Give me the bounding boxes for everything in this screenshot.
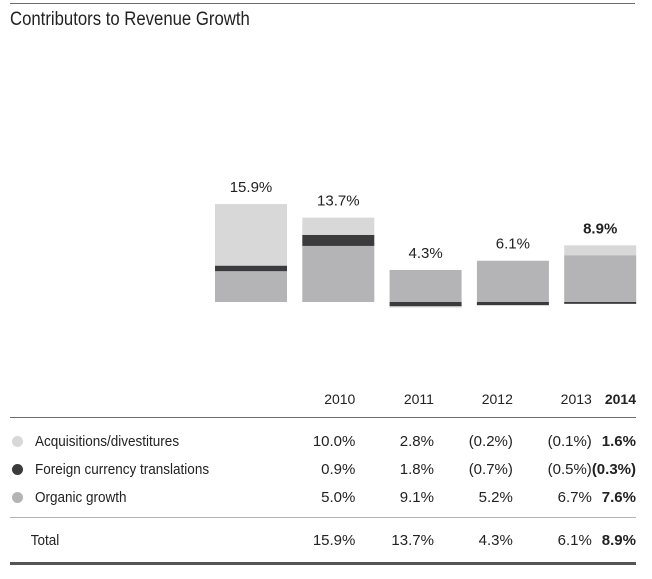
table-cell: (0.2%) (468, 432, 513, 450)
chart-title: Contributors to Revenue Growth (10, 9, 250, 30)
total-data-label-2011: 13.7% (317, 193, 360, 210)
table-row-currency: Foreign currency translations 0.9% 1.8% … (10, 455, 636, 483)
bar-segment-acquisitions-2014 (564, 245, 637, 256)
table-cell: 5.2% (433, 483, 513, 518)
bar-segment-currency-2013 (476, 302, 549, 306)
table-row-acquisitions: Acquisitions/divestitures 10.0% 2.8% (0.… (10, 418, 636, 456)
header-year: 2013 (512, 382, 592, 418)
table-cell: (0.7%) (468, 460, 513, 478)
total-cell: 13.7% (355, 517, 434, 565)
table-cell: 0.9% (321, 460, 356, 478)
total-data-label-2014: 8.9% (583, 220, 617, 237)
bar-segment-organic-2011 (302, 245, 375, 302)
table-cell: 2.8% (399, 432, 434, 450)
header-year: 2010 (276, 382, 356, 418)
legend-dot-organic-icon (12, 491, 23, 503)
table-cell: (0.1%) (547, 432, 592, 450)
bar-segment-acquisitions-2010 (215, 204, 287, 266)
table-cell: 10.0% (312, 432, 356, 450)
row-label: Foreign currency translations (35, 460, 210, 478)
table-cell: 9.1% (355, 483, 434, 518)
legend-dot-currency-icon (12, 463, 23, 475)
bar-segment-currency-2012 (389, 302, 462, 307)
table-cell-highlight: 7.6% (591, 483, 636, 518)
total-cell: 4.3% (433, 517, 513, 565)
header-blank (10, 382, 277, 418)
total-data-label-2013: 6.1% (496, 236, 530, 253)
header-year-highlight: 2014 (591, 382, 636, 418)
bar-segment-organic-2012 (389, 269, 462, 302)
bar-segment-organic-2013 (476, 260, 549, 302)
total-cell: 6.1% (512, 517, 592, 565)
bar-segment-currency-2014 (564, 302, 637, 304)
bar-segment-organic-2010 (215, 271, 287, 302)
header-year: 2011 (355, 382, 434, 418)
top-rule (10, 3, 635, 4)
table-cell: (0.5%) (547, 460, 592, 478)
total-cell-highlight: 8.9% (591, 517, 636, 565)
total-data-label-2012: 4.3% (408, 245, 442, 262)
table-cell-highlight: (0.3%) (591, 460, 636, 478)
header-year: 2012 (433, 382, 513, 418)
table-cell-highlight: 1.6% (601, 432, 636, 450)
data-table: 2010 2011 2012 2013 2014 Acquisitions/di… (10, 382, 636, 565)
table-row-total: Total 15.9% 13.7% 4.3% 6.1% 8.9% (10, 517, 636, 565)
bar-segment-acquisitions-2012 (389, 306, 462, 308)
table-cell: 6.7% (512, 483, 592, 518)
table-row-organic: Organic growth 5.0% 9.1% 5.2% 6.7% 7.6% (10, 483, 636, 518)
bar-segment-acquisitions-2013 (476, 305, 549, 307)
bar-segment-currency-2010 (215, 265, 287, 272)
table-cell: 1.8% (399, 460, 434, 478)
bar-segment-currency-2011 (302, 234, 375, 246)
bar-segment-organic-2014 (564, 255, 637, 302)
stacked-bar-chart: 15.9% 13.7% 4.3% 6.1% 8.9% (215, 179, 637, 308)
total-cell: 15.9% (276, 517, 356, 565)
table-header-row: 2010 2011 2012 2013 2014 (10, 382, 636, 418)
row-label: Organic growth (35, 488, 127, 506)
bar-segment-acquisitions-2011 (302, 217, 375, 235)
row-label: Acquisitions/divestitures (35, 432, 180, 450)
total-data-label-2010: 15.9% (230, 179, 273, 196)
total-label: Total (30, 531, 60, 549)
legend-dot-acquisitions-icon (12, 435, 23, 447)
table-cell: 5.0% (276, 483, 356, 518)
